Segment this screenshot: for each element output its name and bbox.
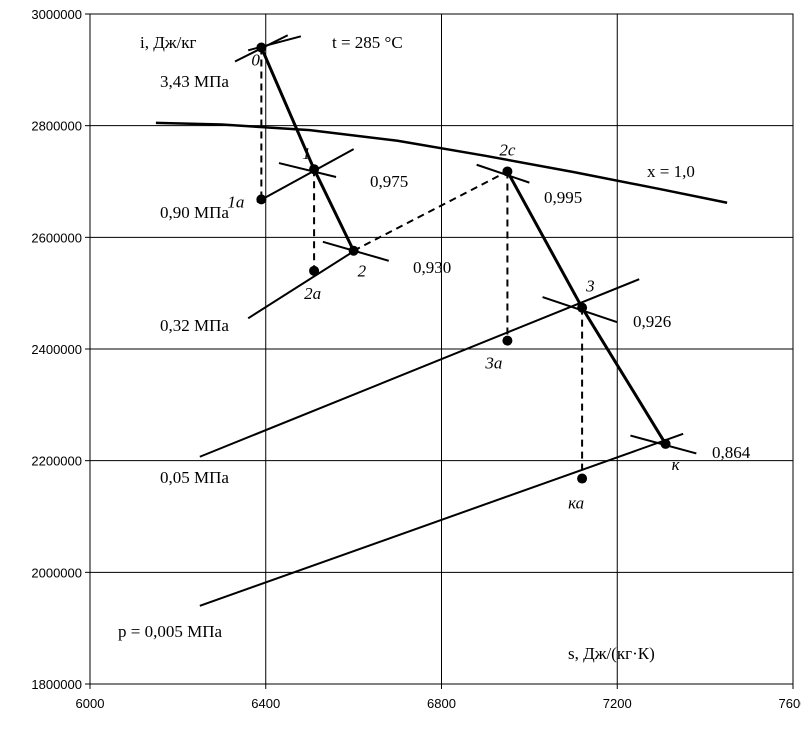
projection-dashed-line — [353, 170, 508, 252]
state-point-label: 2c — [499, 140, 516, 159]
y-tick-label: 2400000 — [31, 342, 82, 357]
x-axis-label: s, Дж/(кг·К) — [568, 644, 655, 663]
quality-label-0-995: 0,995 — [544, 188, 582, 207]
x-tick-label: 6000 — [76, 696, 105, 711]
quality-mark-line — [278, 162, 337, 179]
y-tick-label: 1800000 — [31, 677, 82, 692]
isobar-label-3-43: 3,43 МПа — [160, 72, 229, 91]
isobar-label-0-005: p = 0,005 МПа — [118, 622, 222, 641]
isobar-label-0-05: 0,05 МПа — [160, 468, 229, 487]
isobar-line — [199, 432, 684, 607]
process-line — [312, 168, 355, 252]
isobar-label-0-90: 0,90 МПа — [160, 203, 229, 222]
state-point — [309, 164, 320, 175]
state-point-label: 3 — [585, 277, 595, 296]
process-line — [259, 46, 316, 170]
state-point-label: к — [672, 455, 681, 474]
state-point-label: 2 — [358, 262, 367, 281]
state-point-label: ка — [568, 494, 584, 513]
y-tick-label: 3000000 — [31, 7, 82, 22]
state-point — [502, 335, 513, 346]
state-point — [502, 166, 513, 177]
state-point — [348, 245, 359, 256]
temperature-label: t = 285 °C — [332, 33, 403, 52]
isobar-line — [247, 250, 355, 320]
quality-mark-line — [247, 35, 302, 52]
state-point — [660, 438, 671, 449]
process-line — [506, 170, 584, 309]
labels: 0 1 1a 2 2a 2c 3 3a к ка — [227, 51, 680, 513]
state-point — [256, 194, 267, 205]
marks — [256, 42, 671, 484]
state-point — [577, 473, 588, 484]
saturation-curve-label: x = 1,0 — [647, 162, 695, 181]
y-tick-label: 2600000 — [31, 230, 82, 245]
quality-label-0-864: 0,864 — [712, 443, 751, 462]
x-tick-label: 6800 — [427, 696, 456, 711]
saturation-curve — [155, 121, 728, 204]
state-point-label: 1 — [302, 144, 311, 163]
state-point-label: 2a — [304, 284, 321, 303]
state-point — [256, 42, 267, 53]
state-point-label: 3a — [484, 354, 502, 373]
y-tick-label: 2800000 — [31, 119, 82, 134]
curves — [155, 34, 728, 607]
x-tick-label: 7200 — [603, 696, 632, 711]
x-tick-label: 7600 — [779, 696, 801, 711]
x-tick-label: 6400 — [251, 696, 280, 711]
y-tick-label: 2200000 — [31, 454, 82, 469]
state-point — [309, 265, 320, 276]
isobar-line — [256, 148, 355, 204]
process-line — [580, 306, 667, 445]
isobar-line — [199, 278, 640, 458]
state-point-label: 1a — [227, 192, 244, 211]
axes: 6000 6400 6800 7200 7600 1800000 2000000 220000… — [31, 7, 801, 711]
state-point — [577, 302, 588, 313]
grid — [89, 13, 794, 685]
quality-label-0-975: 0,975 — [370, 172, 408, 191]
quality-label-0-930: 0,930 — [413, 258, 451, 277]
y-tick-label: 2000000 — [31, 565, 82, 580]
y-axis-label: i, Дж/кг — [140, 33, 197, 52]
quality-label-0-926: 0,926 — [633, 312, 671, 331]
isobar-label-0-32: 0,32 МПа — [160, 316, 229, 335]
state-point-label: 0 — [251, 51, 260, 70]
